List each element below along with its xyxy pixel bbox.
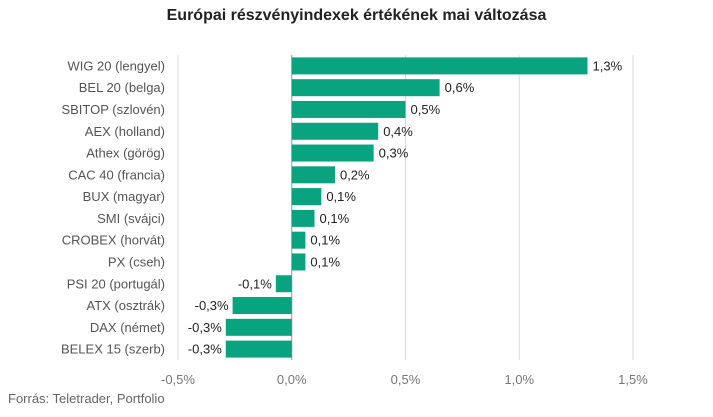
bar [291,144,374,162]
bar [225,340,292,358]
bar [291,166,335,184]
category-label: PX (cseh) [108,254,165,269]
bar [291,188,322,206]
data-label: -0,3% [195,298,229,313]
bar [291,253,306,271]
data-label: 0,2% [340,167,370,182]
x-tick-label: 1,5% [618,372,648,387]
data-label: 1,3% [593,58,623,73]
x-tick-label: 1,0% [504,372,534,387]
bar [291,209,315,227]
data-label: 0,1% [310,254,340,269]
category-label: BELEX 15 (szerb) [61,342,165,357]
data-label: -0,3% [188,320,222,335]
data-label: -0,1% [238,276,272,291]
data-label: 0,1% [326,189,356,204]
category-label: AEX (holland) [85,124,165,139]
data-label: -0,3% [188,342,222,357]
category-label: SMI (svájci) [97,211,165,226]
bar [291,79,440,97]
category-label: PSI 20 (portugál) [67,276,165,291]
x-tick-label: 0,0% [277,372,307,387]
category-label: CAC 40 (francia) [68,167,165,182]
chart-title: Európai részvényindexek értékének mai vá… [166,7,547,24]
category-label: BUX (magyar) [83,189,165,204]
category-label: BEL 20 (belga) [79,80,165,95]
bar [291,57,588,75]
source-note: Forrás: Teletrader, Portfolio [8,391,165,406]
data-label: 0,5% [411,102,441,117]
bar [291,231,306,249]
data-label: 0,3% [379,146,409,161]
bar [225,318,292,336]
x-tick-label: -0,5% [161,372,195,387]
category-label: WIG 20 (lengyel) [67,58,165,73]
data-label: 0,1% [320,211,350,226]
category-label: ATX (osztrák) [87,298,166,313]
category-label: CROBEX (horvát) [62,233,165,248]
data-label: 0,1% [310,233,340,248]
bar [291,122,379,140]
bar [291,100,406,118]
data-label: 0,4% [383,124,413,139]
category-label: SBITOP (szlovén) [61,102,165,117]
x-tick-label: 0,5% [391,372,421,387]
category-label: Athex (görög) [86,146,165,161]
bar [232,297,292,315]
bar [275,275,292,293]
data-label: 0,6% [445,80,475,95]
category-label: DAX (német) [90,320,165,335]
